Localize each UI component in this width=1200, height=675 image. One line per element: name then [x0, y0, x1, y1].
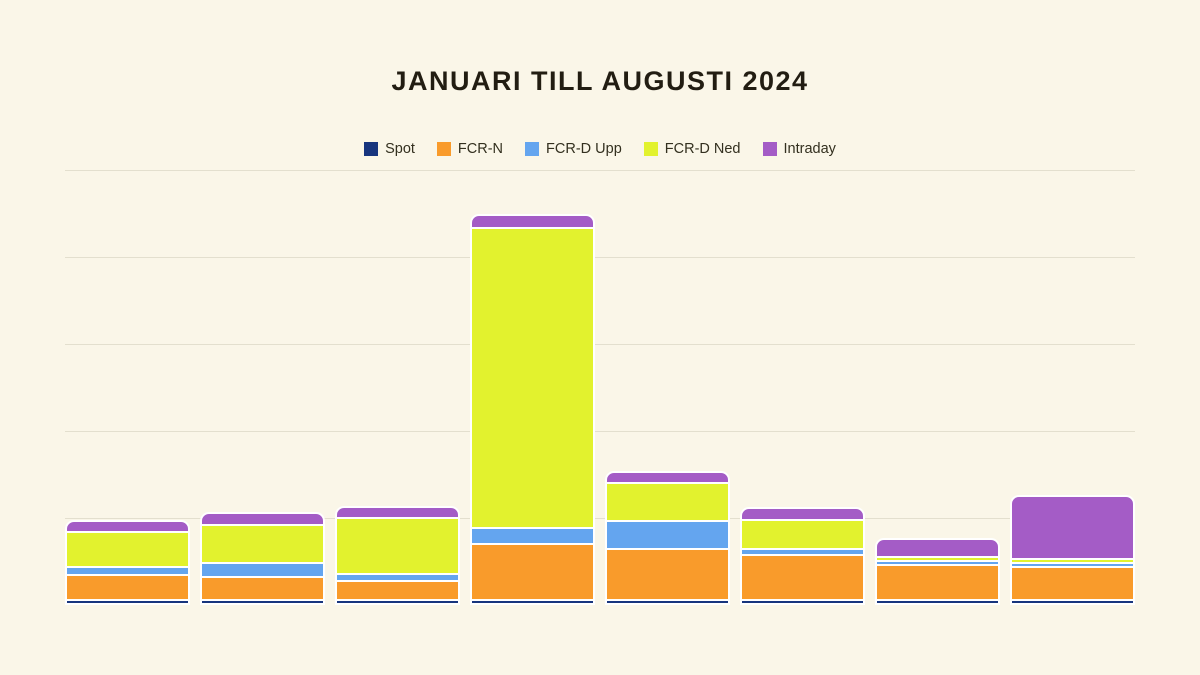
bar-segment-fcr-n[interactable] — [335, 580, 460, 601]
gridline — [65, 257, 1135, 258]
bar-1[interactable] — [65, 520, 190, 605]
bar-segment-spot[interactable] — [65, 599, 190, 605]
bar-segment-fcr-d-ned[interactable] — [200, 524, 325, 565]
legend-item-fcr-d-ned[interactable]: FCR-D Ned — [643, 141, 741, 157]
bar-segment-spot[interactable] — [470, 599, 595, 605]
bar-segment-spot[interactable] — [335, 599, 460, 605]
legend-item-intraday[interactable]: Intraday — [762, 141, 836, 157]
bar-3[interactable] — [335, 506, 460, 605]
legend-item-fcr-d-upp[interactable]: FCR-D Upp — [525, 141, 622, 157]
bar-segment-spot[interactable] — [740, 599, 865, 605]
gridline — [65, 518, 1135, 519]
gridline — [65, 431, 1135, 432]
gridline — [65, 344, 1135, 345]
legend-swatch-fcr-d-upp — [525, 142, 540, 156]
bar-6[interactable] — [740, 506, 865, 605]
bar-segment-fcr-d-ned[interactable] — [65, 531, 190, 569]
chart-legend: Spot FCR-N FCR-D Upp FCR-D Ned Intraday — [0, 141, 1200, 157]
legend-swatch-intraday — [762, 142, 777, 156]
bar-8[interactable] — [1010, 494, 1135, 605]
legend-item-spot[interactable]: Spot — [364, 141, 415, 157]
bar-segment-fcr-n[interactable] — [740, 554, 865, 601]
bar-segment-fcr-d-ned[interactable] — [335, 517, 460, 575]
bar-2[interactable] — [200, 512, 325, 605]
bar-segment-fcr-n[interactable] — [875, 563, 1000, 601]
legend-swatch-spot — [364, 142, 379, 156]
bar-segment-fcr-n[interactable] — [65, 574, 190, 601]
chart-title: JANUARI TILL AUGUSTI 2024 — [391, 66, 809, 96]
bar-5[interactable] — [605, 471, 730, 605]
bar-segment-spot[interactable] — [875, 599, 1000, 605]
bar-7[interactable] — [875, 538, 1000, 605]
bar-segment-spot[interactable] — [200, 599, 325, 605]
legend-label-fcr-d-ned: FCR-D Ned — [664, 141, 741, 157]
bar-segment-spot[interactable] — [605, 599, 730, 605]
bar-segment-intraday[interactable] — [1010, 494, 1135, 561]
gridline — [65, 170, 1135, 171]
bar-segment-fcr-n[interactable] — [605, 547, 730, 601]
legend-item-fcr-n[interactable]: FCR-N — [436, 141, 504, 157]
bars-container — [65, 170, 1135, 605]
legend-swatch-fcr-n — [436, 142, 451, 156]
bar-segment-fcr-n[interactable] — [200, 575, 325, 601]
legend-swatch-fcr-d-ned — [643, 142, 658, 156]
bar-segment-fcr-d-ned[interactable] — [470, 226, 595, 530]
bar-segment-fcr-d-upp[interactable] — [605, 520, 730, 550]
bar-4[interactable] — [470, 213, 595, 605]
bar-segment-fcr-d-ned[interactable] — [740, 518, 865, 551]
legend-label-fcr-n: FCR-N — [457, 141, 504, 157]
bar-segment-spot[interactable] — [1010, 599, 1135, 605]
bar-segment-fcr-n[interactable] — [470, 542, 595, 601]
bar-segment-fcr-d-ned[interactable] — [605, 482, 730, 523]
plot-area — [65, 170, 1135, 605]
legend-label-fcr-d-upp: FCR-D Upp — [546, 141, 622, 157]
bar-segment-fcr-n[interactable] — [1010, 566, 1135, 601]
legend-label-intraday: Intraday — [783, 141, 836, 157]
legend-label-spot: Spot — [385, 141, 415, 157]
